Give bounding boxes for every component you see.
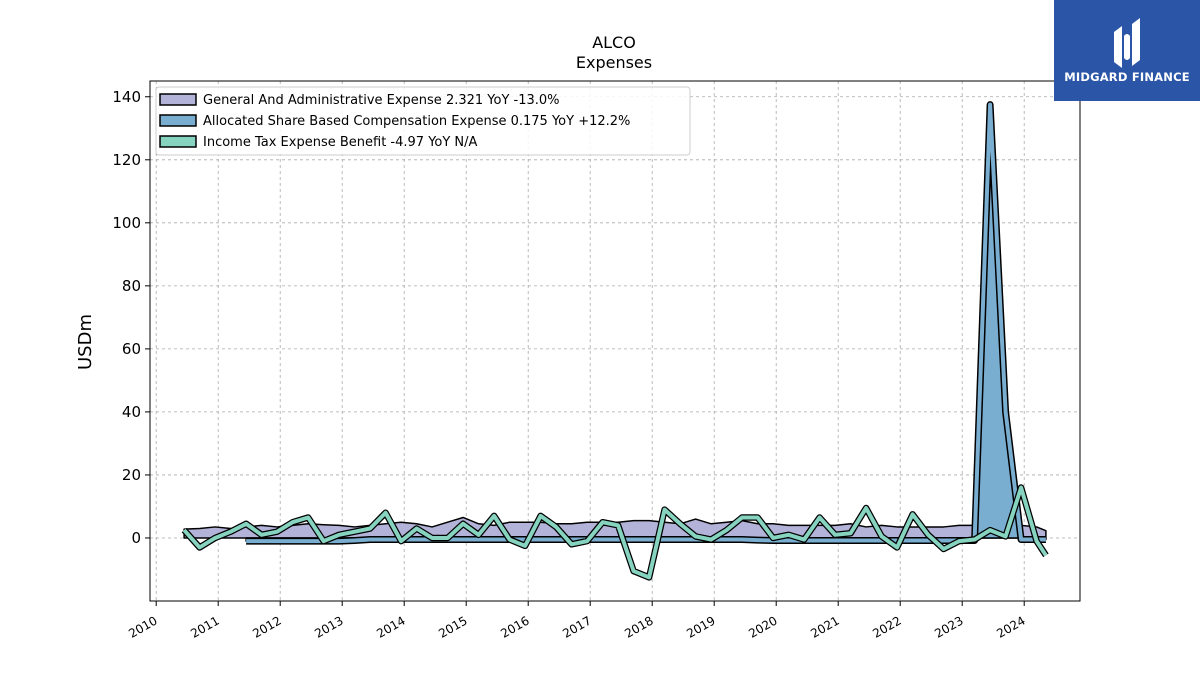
grid xyxy=(150,81,1080,601)
series-line xyxy=(246,102,1046,544)
series-2 xyxy=(245,101,1047,545)
legend-swatch xyxy=(159,135,197,148)
y-tick-label: 40 xyxy=(122,403,141,421)
legend-swatch xyxy=(159,93,197,106)
legend-label: Allocated Share Based Compensation Expen… xyxy=(203,114,630,129)
chart-subtitle: Expenses xyxy=(576,53,652,72)
logo-mark-icon xyxy=(1114,18,1140,68)
y-tick-label: 80 xyxy=(122,277,141,295)
y-tick-label: 0 xyxy=(131,529,141,547)
x-tick-label: 2024 xyxy=(994,613,1027,640)
y-tick-label: 60 xyxy=(122,340,141,358)
plot-frame xyxy=(149,80,1081,602)
x-tick-label: 2021 xyxy=(808,613,841,640)
x-tick-label: 2019 xyxy=(684,613,717,640)
x-tick-label: 2022 xyxy=(870,613,903,640)
x-tick-label: 2023 xyxy=(932,613,965,640)
x-tick-label: 2011 xyxy=(188,613,221,640)
legend-label: General And Administrative Expense 2.321… xyxy=(203,93,560,108)
x-tick-label: 2012 xyxy=(250,613,283,640)
y-tick-label: 100 xyxy=(112,214,141,232)
y-tick-label: 20 xyxy=(122,466,141,484)
series-area xyxy=(245,103,1047,542)
series-3 xyxy=(181,484,1049,581)
brand-logo: MIDGARD FINANCE xyxy=(1054,0,1200,101)
x-tick-label: 2010 xyxy=(126,613,159,640)
series-outline xyxy=(246,101,1046,545)
y-axis-label: USDm xyxy=(75,314,96,370)
x-tick-label: 2020 xyxy=(746,613,779,640)
x-tick-label: 2013 xyxy=(312,613,345,640)
x-tick-label: 2016 xyxy=(498,613,531,640)
x-tick-label: 2018 xyxy=(622,613,655,640)
series-line xyxy=(182,485,1048,580)
axis-ticks: 0 20 40 60 80 100 120 140 2010 2011 2012 2013 2014 20… xyxy=(112,88,1027,641)
legend-label: Income Tax Expense Benefit -4.97 YoY N/A xyxy=(203,135,478,150)
y-tick-label: 140 xyxy=(112,88,141,106)
y-tick-label: 120 xyxy=(112,151,141,169)
chart-title: ALCO xyxy=(592,33,636,52)
x-tick-label: 2015 xyxy=(436,613,469,640)
series-layer xyxy=(181,101,1049,581)
legend-swatch xyxy=(159,114,197,127)
legend: General And Administrative Expense 2.321… xyxy=(155,86,691,156)
x-tick-label: 2017 xyxy=(560,613,593,640)
logo-text: MIDGARD FINANCE xyxy=(1064,70,1190,84)
x-tick-label: 2014 xyxy=(374,613,407,640)
